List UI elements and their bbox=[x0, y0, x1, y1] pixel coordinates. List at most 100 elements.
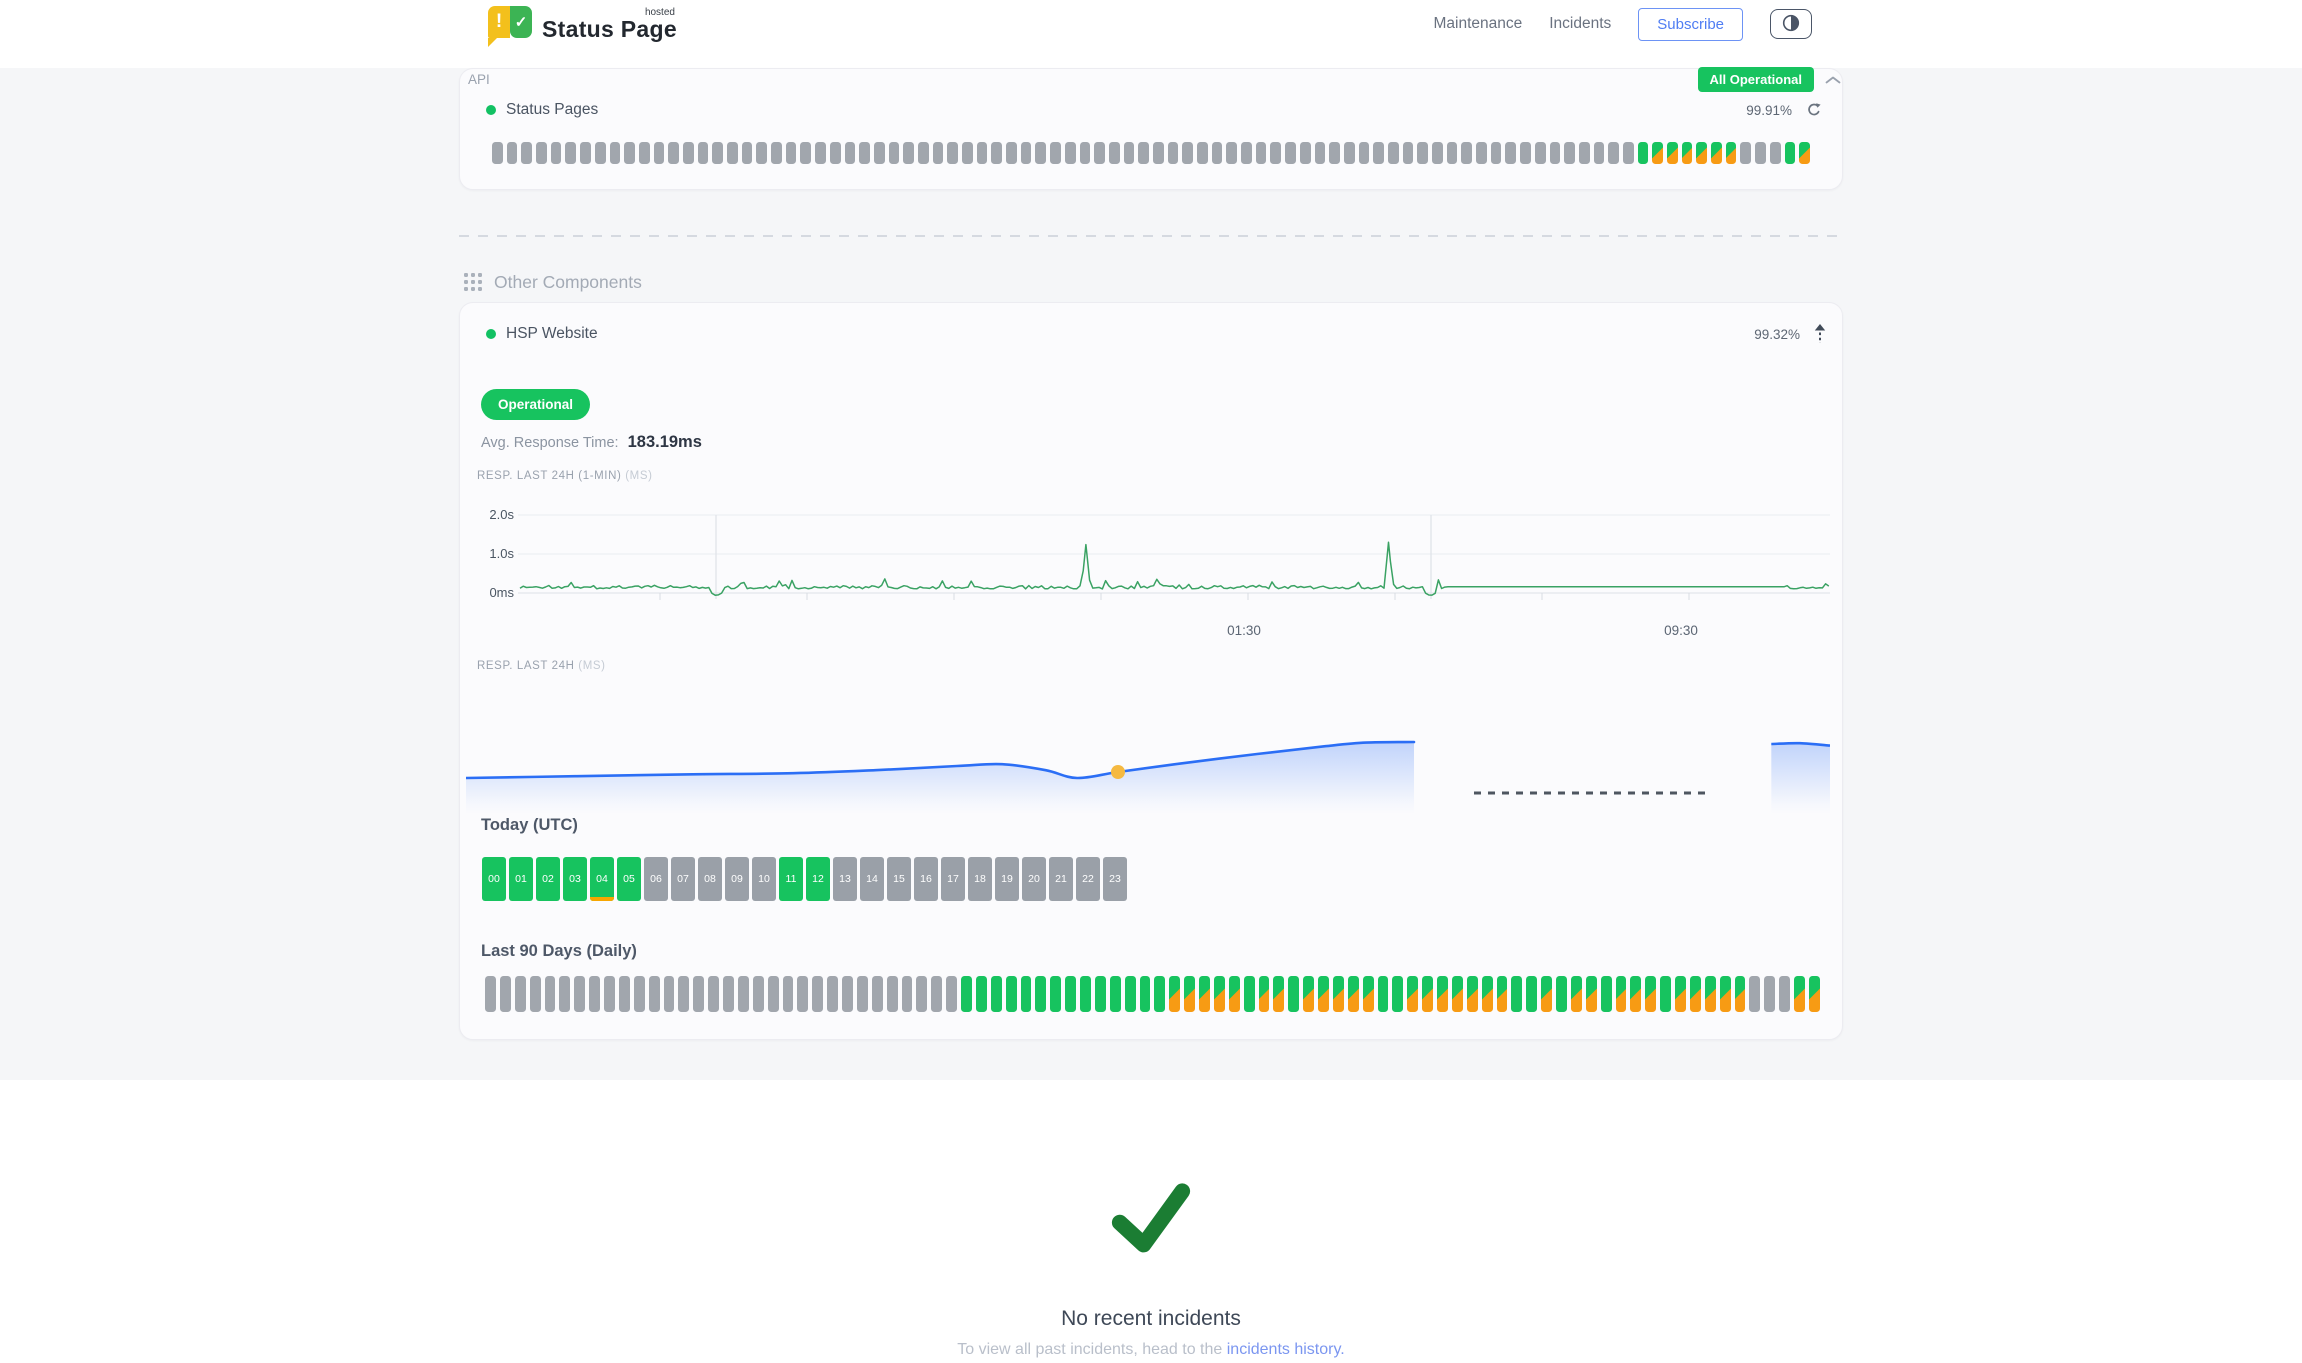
uptime-bar[interactable] bbox=[1593, 142, 1605, 164]
uptime-bar[interactable] bbox=[638, 142, 650, 164]
refresh-icon[interactable] bbox=[1806, 102, 1822, 118]
uptime-bar[interactable] bbox=[1660, 976, 1671, 1012]
uptime-bar[interactable] bbox=[1387, 142, 1399, 164]
uptime-bar[interactable] bbox=[529, 976, 541, 1012]
uptime-bar[interactable] bbox=[697, 142, 709, 164]
uptime-bar[interactable] bbox=[756, 142, 768, 164]
hour-block[interactable]: 03 bbox=[563, 857, 587, 901]
hour-block[interactable]: 17 bbox=[941, 857, 965, 901]
uptime-bar[interactable] bbox=[1637, 142, 1649, 164]
subscribe-button[interactable]: Subscribe bbox=[1638, 7, 1743, 41]
uptime-bar[interactable] bbox=[604, 976, 615, 1012]
uptime-bar[interactable] bbox=[1689, 976, 1701, 1012]
uptime-bar[interactable] bbox=[961, 976, 972, 1012]
uptime-bar[interactable] bbox=[1476, 142, 1487, 164]
uptime-bar[interactable] bbox=[1779, 976, 1790, 1012]
uptime-bar[interactable] bbox=[1079, 142, 1091, 164]
uptime-bar[interactable] bbox=[812, 976, 824, 1012]
uptime-bar[interactable] bbox=[663, 976, 675, 1012]
uptime-bar[interactable] bbox=[856, 976, 868, 1012]
uptime-bar[interactable] bbox=[901, 976, 913, 1012]
uptime-bar[interactable] bbox=[931, 976, 943, 1012]
uptime-bar[interactable] bbox=[1050, 976, 1062, 1012]
uptime-bar[interactable] bbox=[580, 142, 591, 164]
uptime-bar[interactable] bbox=[1496, 976, 1508, 1012]
hour-block[interactable]: 21 bbox=[1049, 857, 1073, 901]
uptime-bar[interactable] bbox=[1402, 142, 1414, 164]
uptime-bar[interactable] bbox=[962, 142, 973, 164]
uptime-bar[interactable] bbox=[1329, 142, 1340, 164]
uptime-bar[interactable] bbox=[1169, 976, 1181, 1012]
uptime-bar[interactable] bbox=[693, 976, 705, 1012]
uptime-bar[interactable] bbox=[1377, 976, 1389, 1012]
uptime-bar[interactable] bbox=[1446, 142, 1458, 164]
uptime-bar[interactable] bbox=[594, 142, 606, 164]
uptime-bar[interactable] bbox=[1681, 142, 1693, 164]
uptime-bar[interactable] bbox=[1549, 142, 1561, 164]
hour-block[interactable]: 16 bbox=[914, 857, 938, 901]
uptime-bar[interactable] bbox=[633, 976, 645, 1012]
uptime-bar[interactable] bbox=[871, 976, 883, 1012]
hour-block[interactable]: 08 bbox=[698, 857, 722, 901]
uptime-bar[interactable] bbox=[1199, 976, 1210, 1012]
uptime-bar[interactable] bbox=[1422, 976, 1433, 1012]
uptime-bar[interactable] bbox=[903, 142, 914, 164]
uptime-bar[interactable] bbox=[1005, 976, 1017, 1012]
uptime-bar[interactable] bbox=[1704, 976, 1716, 1012]
uptime-bar[interactable] bbox=[1585, 976, 1597, 1012]
uptime-bar[interactable] bbox=[1211, 142, 1223, 164]
uptime-bar[interactable] bbox=[668, 142, 679, 164]
uptime-bar[interactable] bbox=[1808, 976, 1820, 1012]
uptime-bars-90d[interactable] bbox=[485, 976, 1820, 1012]
uptime-bar[interactable] bbox=[782, 976, 794, 1012]
uptime-bar[interactable] bbox=[815, 142, 826, 164]
hour-block[interactable]: 11 bbox=[779, 857, 803, 901]
uptime-bar[interactable] bbox=[975, 976, 987, 1012]
uptime-bar[interactable] bbox=[1197, 142, 1208, 164]
uptime-bar[interactable] bbox=[991, 142, 1003, 164]
uptime-bar[interactable] bbox=[1273, 976, 1285, 1012]
uptime-bar[interactable] bbox=[842, 976, 853, 1012]
hour-block[interactable]: 18 bbox=[968, 857, 992, 901]
uptime-bar[interactable] bbox=[1719, 976, 1731, 1012]
hour-block[interactable]: 19 bbox=[995, 857, 1019, 901]
uptime-bar[interactable] bbox=[1314, 142, 1326, 164]
uptime-bar[interactable] bbox=[1749, 976, 1761, 1012]
uptime-bar[interactable] bbox=[1755, 142, 1766, 164]
hour-block[interactable]: 12 bbox=[806, 857, 830, 901]
uptime-bar[interactable] bbox=[1109, 976, 1121, 1012]
uptime-bar[interactable] bbox=[1432, 142, 1443, 164]
uptime-bar[interactable] bbox=[946, 976, 957, 1012]
uptime-bar[interactable] bbox=[1725, 142, 1737, 164]
incidents-history-link[interactable]: incidents history bbox=[1226, 1341, 1341, 1358]
uptime-bar[interactable] bbox=[1094, 142, 1105, 164]
uptime-bar[interactable] bbox=[1243, 976, 1255, 1012]
uptime-bar[interactable] bbox=[1358, 142, 1370, 164]
hour-block[interactable]: 20 bbox=[1022, 857, 1046, 901]
uptime-bar[interactable] bbox=[1407, 976, 1419, 1012]
uptime-bar[interactable] bbox=[1285, 142, 1296, 164]
uptime-bar[interactable] bbox=[492, 142, 503, 164]
uptime-bar[interactable] bbox=[1799, 142, 1810, 164]
uptime-bar[interactable] bbox=[618, 976, 630, 1012]
uptime-bar[interactable] bbox=[1347, 976, 1359, 1012]
hour-block[interactable]: 14 bbox=[860, 857, 884, 901]
hour-blocks[interactable]: 00 01 02 03 04 05 06 07 08 09 10 11 12 13 14 15 16 17 18 19… bbox=[482, 857, 1127, 901]
uptime-bars-strip[interactable] bbox=[492, 142, 1810, 164]
uptime-bar[interactable] bbox=[932, 142, 944, 164]
uptime-bar[interactable] bbox=[506, 142, 518, 164]
uptime-bar[interactable] bbox=[1622, 142, 1634, 164]
uptime-bar[interactable] bbox=[844, 142, 856, 164]
uptime-bar[interactable] bbox=[1094, 976, 1106, 1012]
hour-block[interactable]: 02 bbox=[536, 857, 560, 901]
response-time-area-chart[interactable] bbox=[466, 694, 1830, 814]
hour-block[interactable]: 05 bbox=[617, 857, 641, 901]
uptime-bar[interactable] bbox=[648, 976, 660, 1012]
uptime-bar[interactable] bbox=[1124, 976, 1136, 1012]
hour-block[interactable]: 15 bbox=[887, 857, 911, 901]
uptime-bar[interactable] bbox=[873, 142, 885, 164]
uptime-bar[interactable] bbox=[741, 142, 753, 164]
uptime-bar[interactable] bbox=[1564, 142, 1575, 164]
hour-block[interactable]: 00 bbox=[482, 857, 506, 901]
hour-block[interactable]: 07 bbox=[671, 857, 695, 901]
